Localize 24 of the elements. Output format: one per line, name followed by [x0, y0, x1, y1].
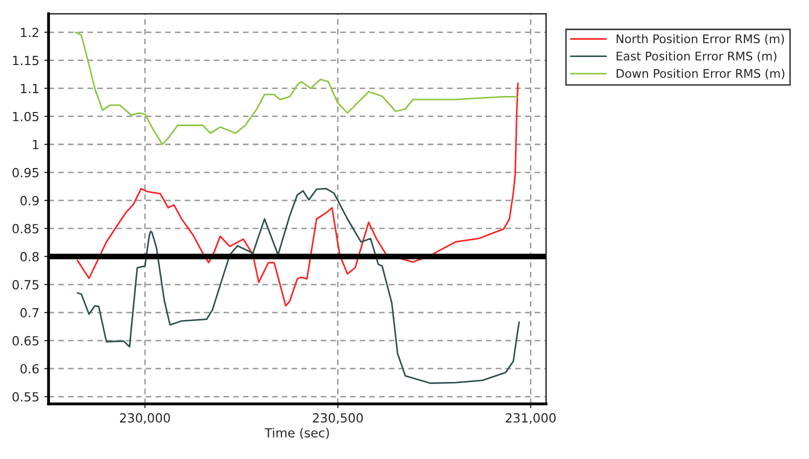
- x-axis-title: Time (sec): [264, 428, 329, 439]
- line-series: [76, 188, 520, 384]
- y-tick-label: 1.2: [21, 28, 38, 38]
- y-tick-label: 0.8: [20, 252, 39, 262]
- line-series: [76, 82, 519, 307]
- legend-label: Down Position Error RMS (m): [616, 68, 784, 80]
- y-tick-label: 1.15: [13, 56, 38, 66]
- legend-label: North Position Error RMS (m): [616, 34, 784, 45]
- y-tick-label: 0.55: [12, 392, 38, 402]
- y-tick-label: 0.85: [12, 224, 38, 234]
- line-series: [74, 32, 518, 146]
- x-tick-label: 231,000: [506, 413, 556, 424]
- y-tick-label: 1: [32, 140, 38, 150]
- y-tick-label: 0.9: [20, 196, 39, 206]
- y-tick-label: 0.7: [20, 308, 38, 318]
- y-tick-label: 0.75: [12, 280, 38, 290]
- legend-label: East Position Error RMS (m): [616, 51, 776, 62]
- y-tick-label: 1.05: [13, 112, 38, 122]
- y-tick-label: 0.95: [12, 168, 38, 178]
- x-tick-label: 230,500: [312, 413, 363, 424]
- y-tick-label: 1.1: [21, 84, 38, 94]
- y-tick-label: 0.6: [20, 364, 39, 374]
- x-tick-label: 230,000: [120, 413, 170, 424]
- y-tick-label: 0.65: [12, 336, 38, 346]
